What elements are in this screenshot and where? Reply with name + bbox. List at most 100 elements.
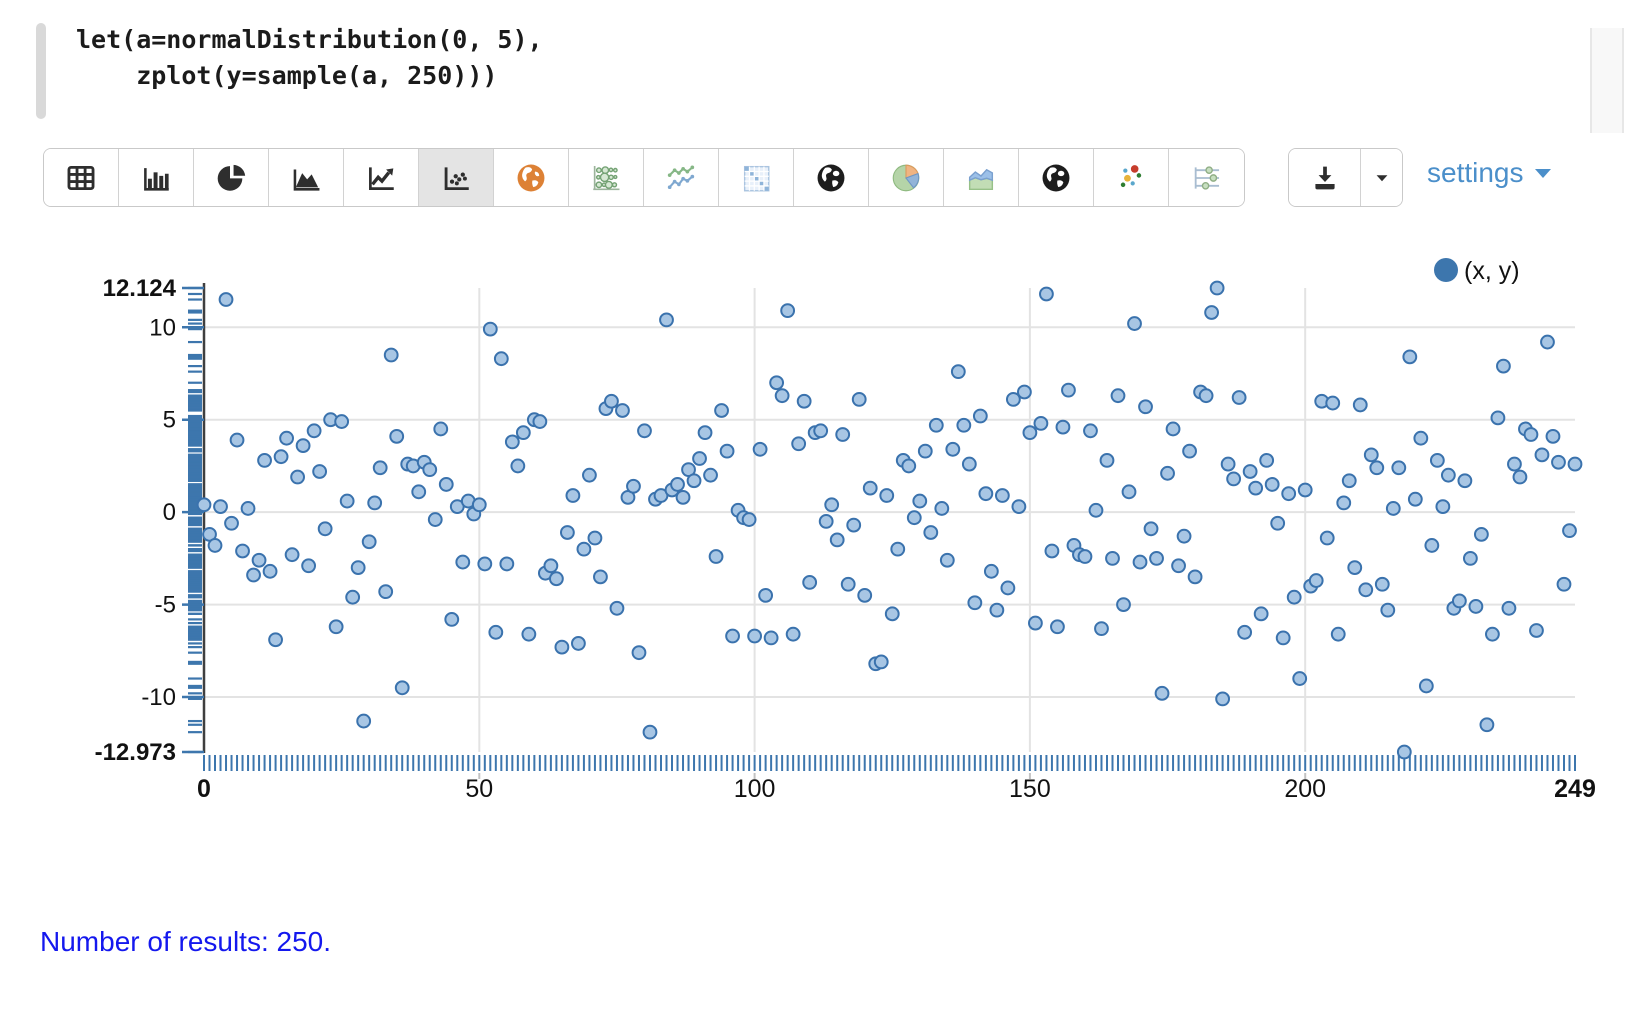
chart-type-geo-chart-button[interactable] — [794, 149, 869, 206]
caret-down-icon — [1376, 174, 1387, 181]
data-point — [1567, 456, 1583, 472]
data-point — [917, 443, 933, 459]
data-point — [488, 624, 504, 640]
data-point — [923, 525, 939, 540]
data-point — [1204, 305, 1220, 320]
data-point — [1369, 460, 1385, 476]
chart-type-area-chart-button[interactable] — [269, 149, 344, 206]
chart-type-table-button[interactable] — [44, 149, 119, 206]
data-point — [763, 630, 779, 646]
code-scrollbar[interactable] — [1590, 28, 1624, 133]
table-heatmap-icon — [743, 165, 770, 191]
data-point — [884, 606, 900, 622]
chart-type-bubble-chart-button[interactable] — [569, 149, 644, 206]
data-point — [372, 460, 388, 476]
data-point — [389, 428, 405, 444]
pie-chart-icon — [217, 164, 246, 191]
data-point — [367, 495, 383, 511]
query-code-editor[interactable]: let(a=normalDistribution(0, 5), zplot(y=… — [76, 22, 543, 94]
chart-type-geo-chart-2-button[interactable] — [1019, 149, 1094, 206]
chart-type-color-pie-chart-button[interactable] — [869, 149, 944, 206]
chart-type-controls-button[interactable] — [1169, 149, 1244, 206]
data-point — [493, 351, 509, 367]
data-point — [1033, 416, 1049, 431]
chart-type-color-scatter-chart-button[interactable] — [1094, 149, 1169, 206]
data-point — [1281, 486, 1297, 502]
chart-type-table-heatmap-button[interactable] — [719, 149, 794, 206]
data-point — [576, 541, 592, 557]
data-point — [224, 515, 239, 531]
data-point — [1226, 471, 1242, 487]
data-point — [1105, 550, 1120, 566]
data-point — [1325, 395, 1341, 411]
data-point — [295, 438, 311, 453]
data-point — [1138, 399, 1153, 415]
globe-dark-icon — [1042, 164, 1070, 191]
data-point — [802, 575, 818, 590]
data-point — [1099, 452, 1115, 468]
data-point — [1374, 576, 1390, 592]
chart-type-scatter-plot-button[interactable] — [419, 149, 494, 206]
data-point — [1562, 523, 1577, 539]
data-point — [1457, 473, 1473, 489]
color-scatter-icon — [1120, 164, 1142, 187]
tick-label: 12.124 — [103, 275, 177, 302]
data-point — [251, 552, 267, 568]
data-point — [1512, 469, 1528, 485]
data-point — [1396, 744, 1412, 760]
data-point — [1507, 456, 1522, 472]
download-button[interactable] — [1289, 149, 1361, 206]
data-point — [1237, 624, 1253, 640]
data-point — [1407, 491, 1423, 507]
chart-type-bar-chart-button[interactable] — [119, 149, 194, 206]
data-point — [1556, 576, 1572, 592]
chart-type-geo-map-orange-button[interactable] — [494, 149, 569, 206]
data-point — [521, 626, 537, 642]
data-point — [334, 414, 350, 429]
data-point — [427, 512, 443, 527]
data-point — [725, 628, 740, 644]
color-pie-chart-icon — [892, 164, 920, 191]
data-point — [1039, 286, 1054, 302]
data-point — [328, 619, 344, 635]
data-point — [824, 497, 840, 513]
data-point — [1418, 678, 1434, 694]
data-point — [1473, 526, 1489, 542]
data-point — [1468, 599, 1484, 614]
data-point — [438, 477, 454, 492]
data-point — [246, 567, 261, 583]
data-point — [1319, 530, 1335, 546]
caret-down-icon — [1534, 169, 1551, 178]
data-point — [378, 584, 394, 600]
data-point — [510, 458, 526, 474]
data-point — [928, 417, 944, 433]
settings-dropdown[interactable]: settings — [1427, 157, 1553, 189]
chart-type-stacked-area-chart-button[interactable] — [944, 149, 1019, 206]
data-point — [780, 303, 796, 319]
data-point — [626, 478, 641, 494]
data-point — [339, 493, 355, 509]
data-points[interactable] — [196, 280, 1583, 760]
data-point — [741, 512, 757, 527]
data-point — [1352, 397, 1368, 413]
data-point — [207, 538, 223, 553]
data-point — [758, 587, 774, 603]
chart-type-line-chart-button[interactable] — [344, 149, 419, 206]
download-options-button[interactable] — [1361, 149, 1402, 206]
scatter-plot-icon — [444, 166, 469, 190]
data-point — [1248, 480, 1264, 496]
chart-type-pie-chart-button[interactable] — [194, 149, 269, 206]
data-point — [615, 403, 630, 418]
chart-type-multi-line-chart-button[interactable] — [644, 149, 719, 206]
data-point — [934, 501, 950, 516]
data-point — [1011, 499, 1027, 515]
data-point — [1297, 482, 1313, 498]
data-point — [455, 554, 471, 570]
data-point — [818, 513, 834, 529]
data-point — [1275, 630, 1291, 646]
data-point — [829, 532, 845, 548]
data-point — [593, 569, 608, 585]
data-point — [1413, 430, 1429, 446]
area-chart-icon — [293, 169, 320, 191]
